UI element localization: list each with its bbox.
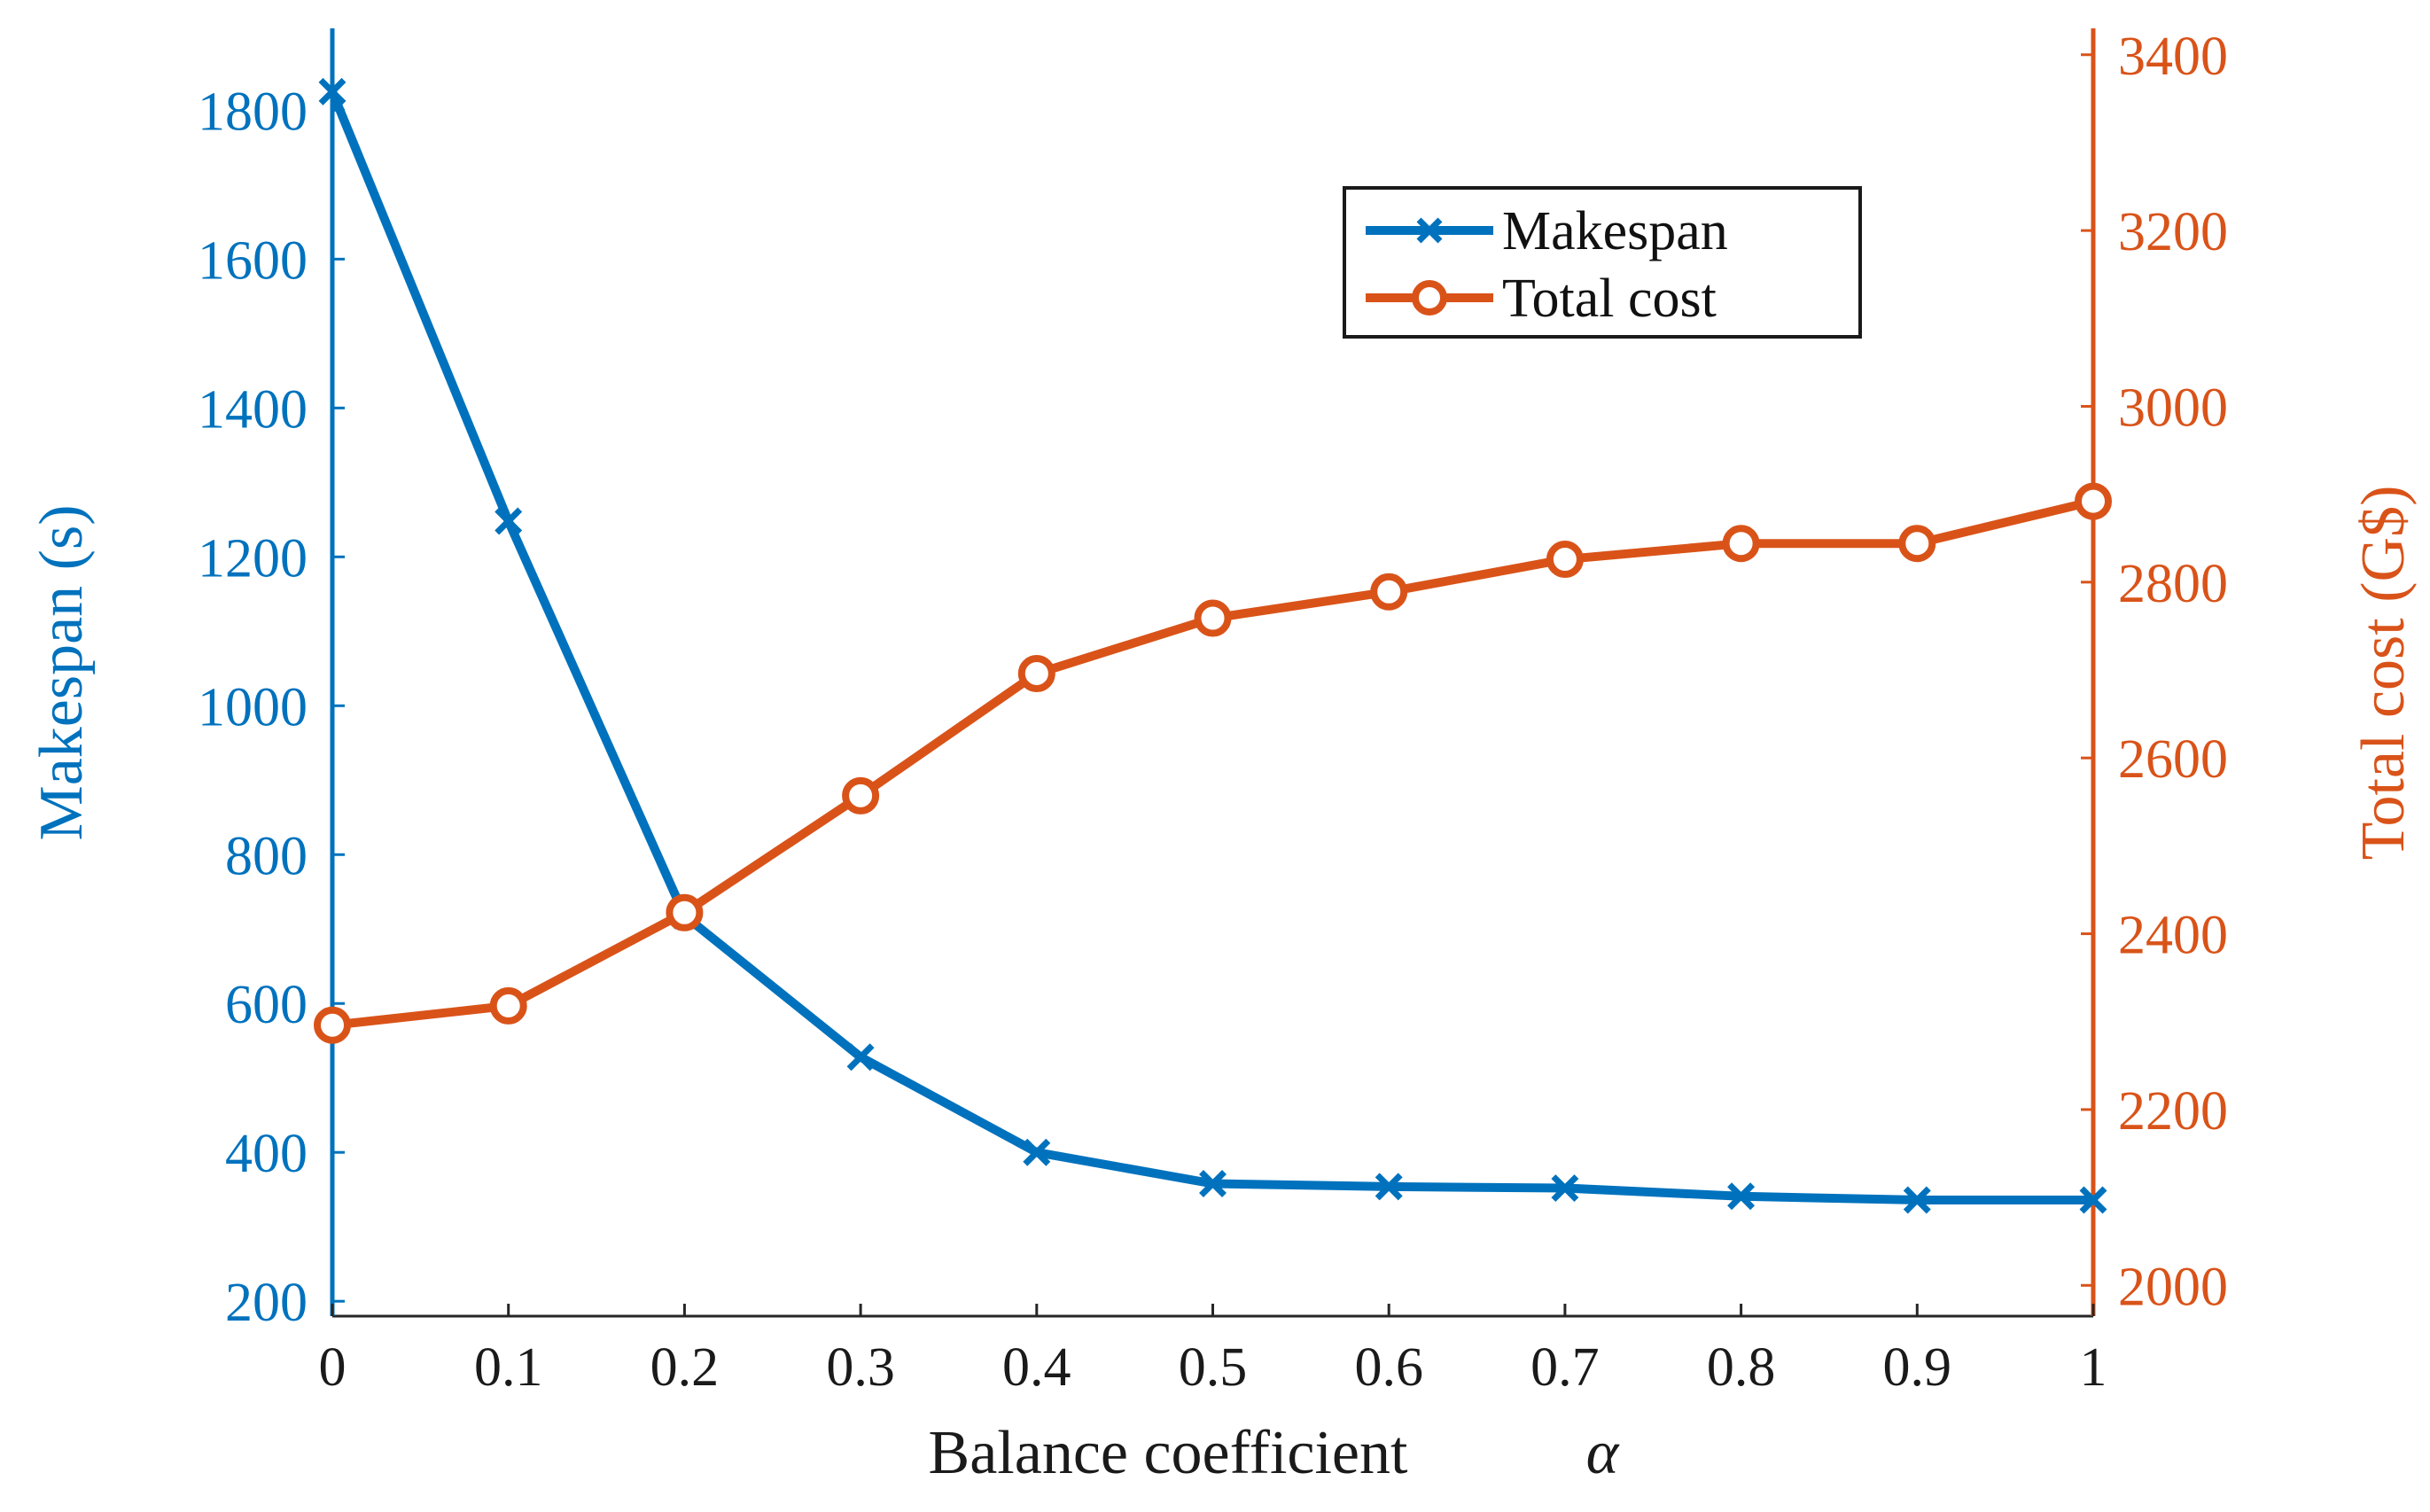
total-cost-point [842, 776, 880, 814]
total-cost-point [489, 986, 527, 1025]
y-left-tick-label: 1600 [198, 230, 308, 291]
y-right-tick-label: 3400 [2118, 27, 2228, 87]
x-tick-label: 0.8 [1707, 1337, 1776, 1398]
x-marker-stroke [1903, 1186, 1931, 1214]
x-marker-stroke [846, 1043, 875, 1072]
y-right-axis-label: Total cost (G$) [2349, 486, 2418, 861]
x-marker-stroke [2079, 1186, 2107, 1214]
y-left-tick-label: 1000 [198, 677, 308, 737]
tick-labels-group: 0 0.1 0.2 0.3 0.4 0.5 0.6 0.7 0.8 0.9 120040060080… [198, 27, 2228, 1398]
total-cost-point [314, 1006, 351, 1044]
y-left-tick-label: 800 [225, 826, 308, 886]
total-cost-point [1017, 654, 1055, 692]
x-marker-stroke [495, 507, 523, 535]
y-left-tick-label: 1800 [198, 82, 308, 142]
x-axis-label: Balance coefficient [929, 1419, 1408, 1487]
y-left-tick-label: 1200 [198, 528, 308, 588]
y-right-tick-label: 2200 [2118, 1081, 2228, 1142]
legend: Makespan Total cost [1343, 186, 1862, 339]
y-right-tick-label: 3000 [2118, 378, 2228, 438]
y-left-axis-label: Makespan (s) [27, 504, 96, 840]
makespan-point [846, 1043, 875, 1072]
makespan-point [1727, 1182, 1756, 1211]
x-tick-label: 0.2 [650, 1337, 720, 1398]
y-left-tick-label: 400 [225, 1124, 308, 1184]
total-cost-point [1370, 573, 1408, 611]
x-tick-label: 0.4 [1002, 1337, 1071, 1398]
x-marker-stroke [1416, 217, 1443, 244]
makespan-point [495, 507, 523, 535]
x-axis-label-symbol: α [1586, 1419, 1620, 1487]
x-marker-stroke [318, 77, 347, 105]
legend-total-cost-label: Total cost [1502, 269, 1717, 329]
makespan-point [1551, 1174, 1579, 1203]
makespan-point [1375, 1173, 1403, 1201]
y-left-tick-label: 200 [225, 1273, 308, 1333]
x-tick-label: 0.9 [1883, 1337, 1952, 1398]
makespan-point [1199, 1170, 1227, 1197]
y-right-tick-label: 2800 [2118, 554, 2228, 614]
x-tick-label: 0.6 [1354, 1337, 1423, 1398]
y-right-tick-label: 2600 [2118, 729, 2228, 790]
makespan-point [318, 77, 347, 105]
legend-makespan-label: Makespan [1502, 201, 1728, 261]
series-group [314, 77, 2112, 1214]
makespan-point [1903, 1186, 1931, 1214]
total-cost-point [1722, 525, 1760, 563]
x-tick-label: 0 [319, 1337, 347, 1398]
total-cost-point [1546, 541, 1584, 579]
x-marker-stroke [1551, 1174, 1579, 1203]
x-marker-stroke [1375, 1173, 1403, 1201]
x-marker-stroke [1727, 1182, 1756, 1211]
x-marker-stroke [1199, 1170, 1227, 1197]
total-cost-line [328, 496, 2098, 1030]
x-tick-label: 0.3 [826, 1337, 895, 1398]
makespan-point [1023, 1138, 1051, 1166]
x-tick-label: 0.7 [1530, 1337, 1600, 1398]
x-tick-label: 0.1 [474, 1337, 543, 1398]
total-cost-point [666, 893, 704, 931]
makespan-point [2079, 1186, 2107, 1214]
total-cost-point [2075, 482, 2112, 520]
axis-labels-group: Makespan (s) Total cost (G$) Balance coeff… [27, 486, 2418, 1487]
legend-total-cost-marker [1412, 280, 1447, 316]
y-left-tick-label: 600 [225, 975, 308, 1035]
y-right-tick-label: 2400 [2118, 906, 2228, 966]
y-left-tick-label: 1400 [198, 379, 308, 440]
y-right-tick-label: 2000 [2118, 1257, 2228, 1317]
y-right-tick-label: 3200 [2118, 202, 2228, 262]
total-cost-point [1194, 599, 1232, 637]
x-tick-label: 0.5 [1179, 1337, 1248, 1398]
x-tick-label: 1 [2080, 1337, 2107, 1398]
total-cost-point [1898, 525, 1936, 563]
x-marker-stroke [1023, 1138, 1051, 1166]
legend-makespan-marker [1416, 217, 1443, 244]
